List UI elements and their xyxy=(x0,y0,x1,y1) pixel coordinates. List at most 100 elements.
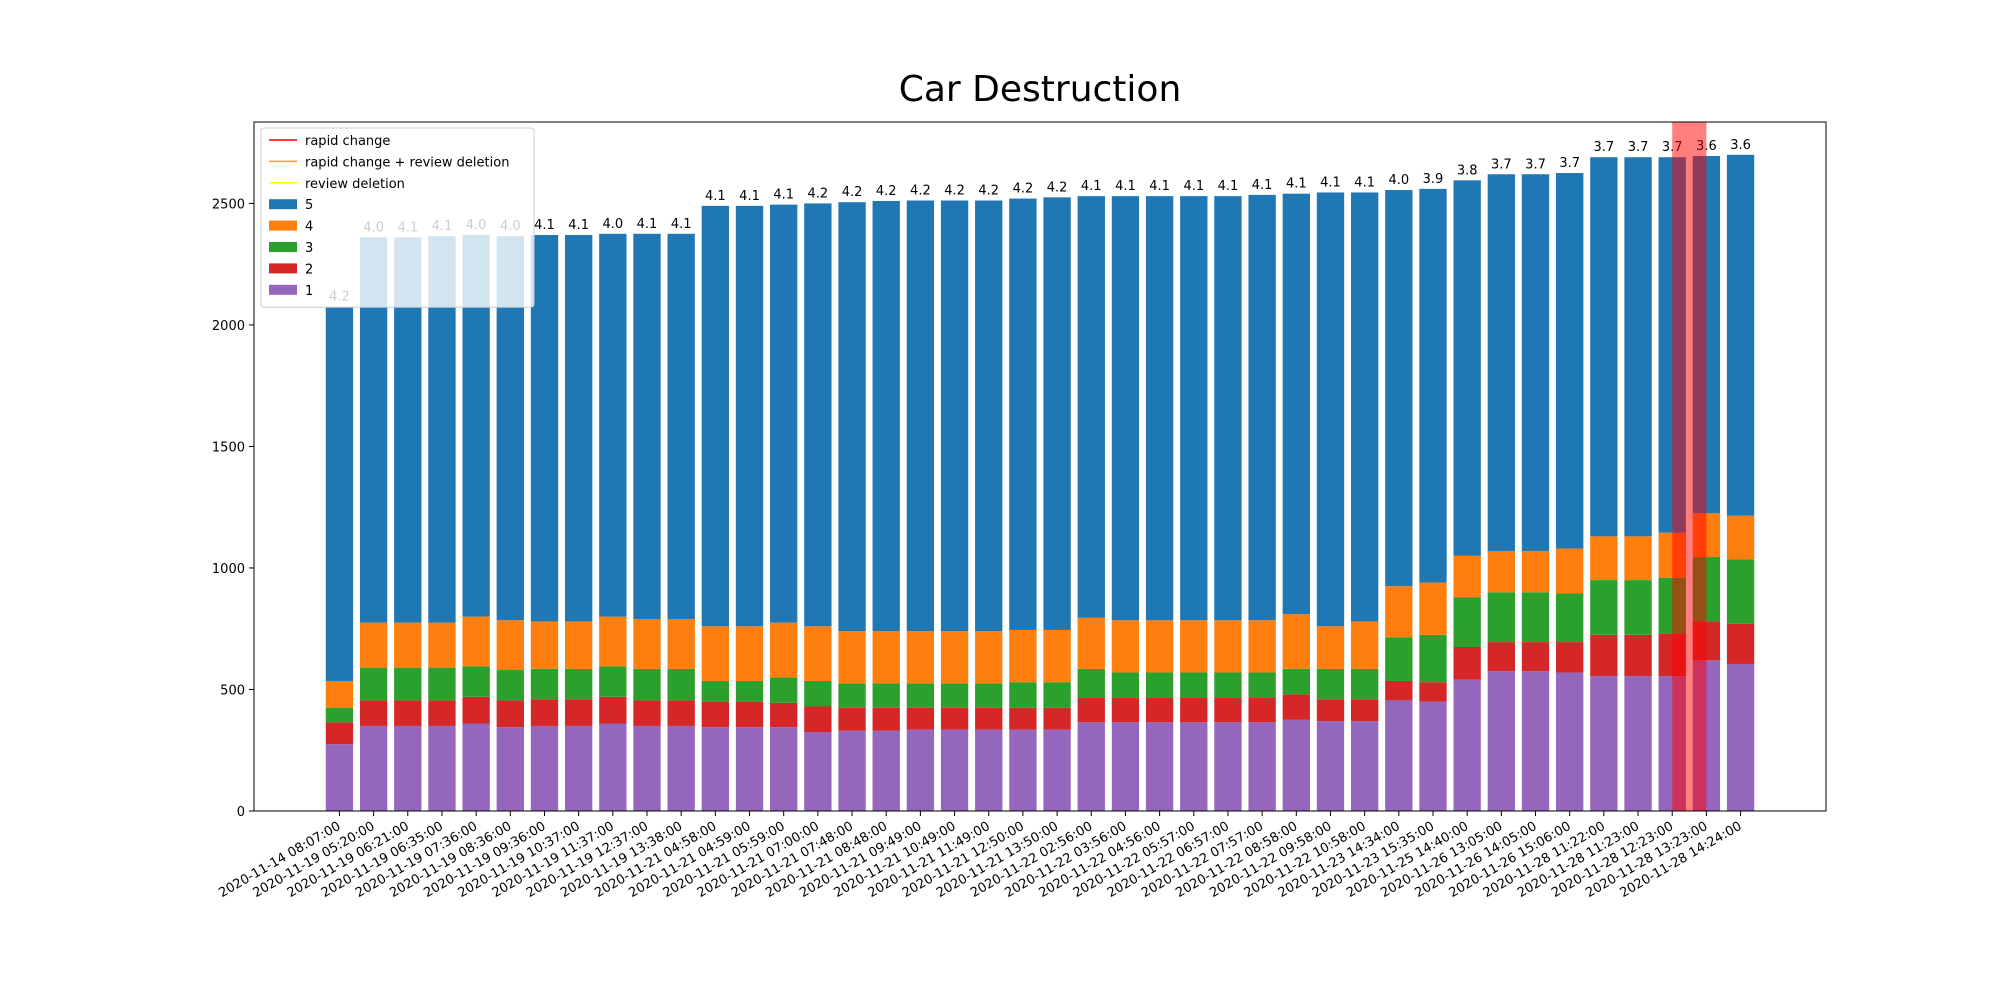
bar-segment xyxy=(1624,157,1652,537)
bar-segment xyxy=(1487,174,1516,551)
bar-segment xyxy=(1726,663,1755,811)
bar-segment xyxy=(838,707,866,731)
bar-segment xyxy=(1145,722,1174,811)
bar-segment xyxy=(1521,550,1550,593)
y-tick-label: 1500 xyxy=(212,440,245,455)
bar-segment xyxy=(496,700,524,728)
value-label: 4.2 xyxy=(842,185,863,200)
bar-segment xyxy=(701,727,730,811)
bar-segment xyxy=(701,626,730,681)
bar-segment xyxy=(599,666,627,697)
bar-segment xyxy=(1487,671,1516,811)
bar-segment xyxy=(940,200,969,632)
bar-segment xyxy=(975,683,1003,708)
bar-segment xyxy=(325,707,354,723)
bar-segment xyxy=(1624,580,1652,635)
bar-segment xyxy=(428,667,456,701)
bar-segment xyxy=(701,701,730,728)
bar-segment xyxy=(1590,580,1618,635)
bar-segment xyxy=(1316,626,1345,669)
bar-segment xyxy=(940,707,969,730)
bar-segment xyxy=(1385,680,1413,701)
bar-segment xyxy=(1350,621,1379,669)
bar-segment xyxy=(325,306,354,681)
bar-segment xyxy=(770,204,798,623)
value-label: 4.0 xyxy=(602,217,623,232)
value-label: 4.1 xyxy=(1183,179,1204,194)
bar-segment xyxy=(1111,196,1140,621)
bar-segment xyxy=(1385,190,1413,587)
value-label: 4.1 xyxy=(1354,175,1375,190)
bar-segment xyxy=(633,619,661,669)
value-label: 4.2 xyxy=(910,183,931,198)
bar-segment xyxy=(975,707,1003,730)
bar-segment xyxy=(838,683,866,708)
bar-segment xyxy=(872,707,900,731)
legend-label: 1 xyxy=(305,284,313,299)
bar-segment xyxy=(359,725,388,811)
bar-segment xyxy=(1419,682,1447,702)
bar-segment xyxy=(1350,721,1379,811)
bar-segment xyxy=(1111,722,1140,811)
bar-segment xyxy=(872,631,900,684)
legend-swatch xyxy=(269,284,297,295)
bar-segment xyxy=(1077,617,1105,669)
y-tick-label: 500 xyxy=(220,683,245,698)
bar-segment xyxy=(940,683,969,708)
bar-segment xyxy=(564,668,593,700)
bar-segment xyxy=(462,666,490,697)
bar-segment xyxy=(1350,192,1379,622)
bar-segment xyxy=(1556,642,1584,673)
value-label: 4.1 xyxy=(637,217,658,232)
bar-segment xyxy=(975,200,1003,632)
bar-segment xyxy=(530,699,559,726)
bar-segment xyxy=(496,727,524,811)
legend-box xyxy=(260,127,535,308)
value-label: 4.1 xyxy=(1286,177,1307,192)
bar-segment xyxy=(599,233,627,617)
bar-segment xyxy=(359,622,388,668)
value-label: 3.7 xyxy=(1559,156,1580,171)
bar-segment xyxy=(394,622,422,668)
bar-segment xyxy=(1145,620,1174,673)
bar-segment xyxy=(701,680,730,702)
bar-segment xyxy=(838,202,866,632)
bar-segment xyxy=(940,729,969,811)
bar-segment xyxy=(1214,722,1242,811)
value-label: 4.1 xyxy=(705,189,726,204)
chart-title: Car Destruction xyxy=(899,69,1182,110)
bar-segment xyxy=(1453,646,1481,680)
value-label: 4.2 xyxy=(1047,180,1068,195)
bar-segment xyxy=(1487,592,1516,643)
bar-segment xyxy=(1419,701,1447,811)
bar-segment xyxy=(1009,682,1037,708)
bar-segment xyxy=(1043,629,1071,683)
y-tick-label: 2000 xyxy=(212,319,245,334)
bar-segment xyxy=(1590,536,1618,581)
value-label: 4.1 xyxy=(1115,179,1136,194)
bar-segment xyxy=(975,729,1003,811)
bar-segment xyxy=(462,696,490,724)
value-label: 3.7 xyxy=(1525,157,1546,172)
bar-segment xyxy=(1624,676,1652,811)
value-label: 3.9 xyxy=(1423,172,1444,187)
bar-segment xyxy=(1248,722,1276,811)
y-tick-label: 1000 xyxy=(212,562,245,577)
bar-segment xyxy=(1145,697,1174,723)
value-label: 4.1 xyxy=(568,218,589,233)
legend-label: 4 xyxy=(305,220,313,235)
bar-segment xyxy=(359,700,388,726)
bar-segment xyxy=(1419,634,1447,683)
value-label: 3.7 xyxy=(1594,140,1615,155)
bar-segment xyxy=(906,729,935,811)
bar-segment xyxy=(1385,586,1413,638)
bar-segment xyxy=(1419,188,1447,583)
bar-segment xyxy=(1282,193,1310,615)
bar-segment xyxy=(1453,555,1481,598)
bar-segment xyxy=(394,725,422,811)
bar-segment xyxy=(1248,194,1276,621)
bar-segment xyxy=(804,732,832,811)
legend: rapid change rapid change + review deleti… xyxy=(260,127,535,308)
legend-label: review deletion xyxy=(305,177,405,192)
